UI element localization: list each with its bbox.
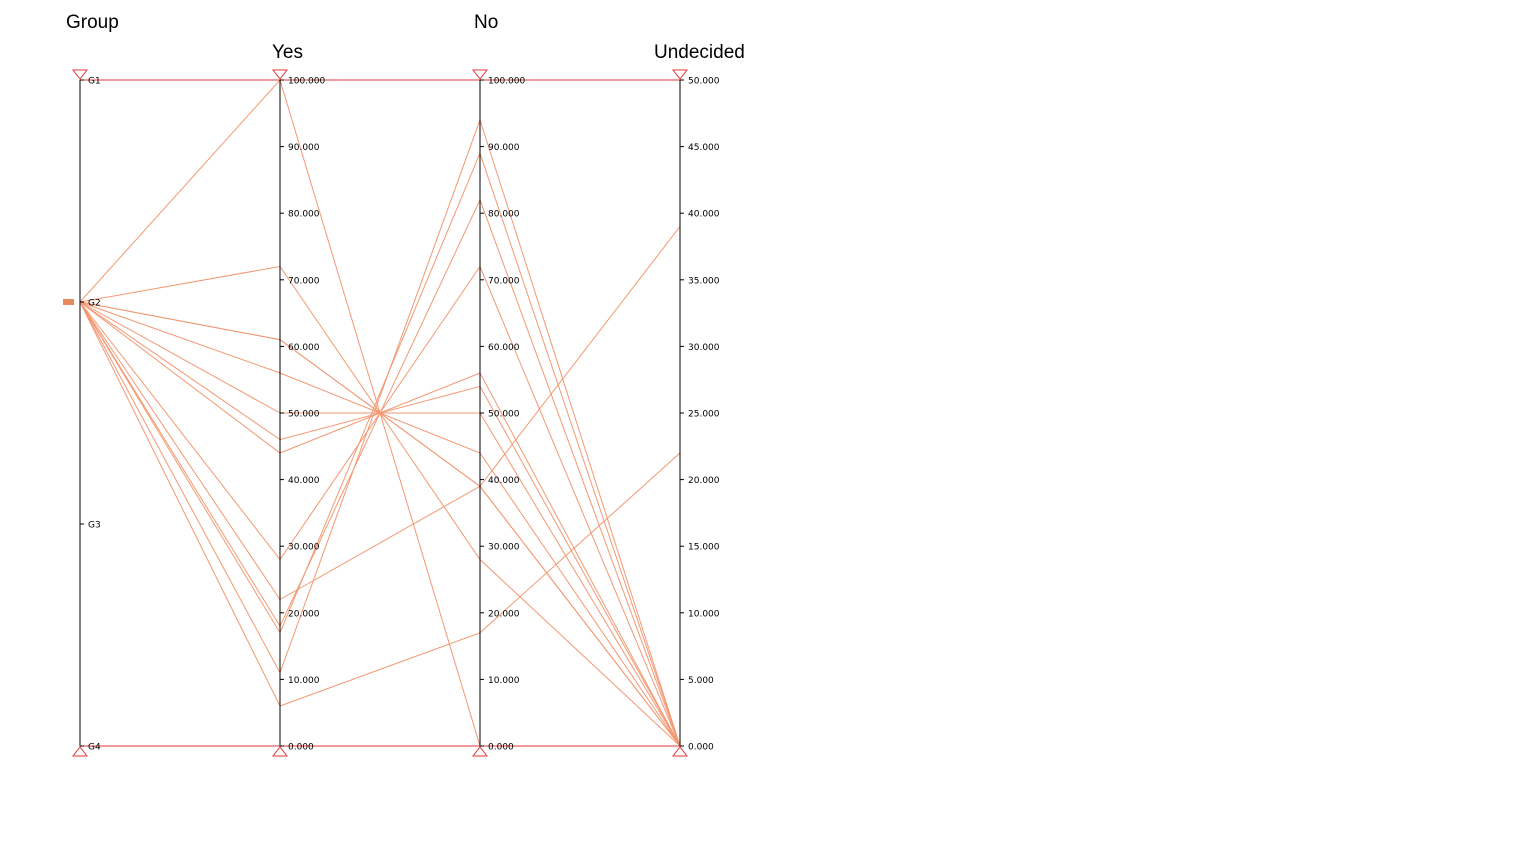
no-tick-label: 20.000 (488, 609, 520, 619)
group-tick-label: G4 (88, 743, 101, 753)
data-line-11 (79, 198, 681, 747)
yes-tick-label: 10.000 (288, 676, 320, 686)
undecided-tick-label: 0.000 (688, 743, 714, 753)
no-tick-label: 30.000 (488, 543, 520, 553)
data-line-10 (79, 226, 681, 601)
polylines-layer (79, 79, 681, 747)
group-tick-label: G3 (88, 521, 101, 531)
undecided-lower-filter-handle-icon[interactable] (671, 746, 689, 757)
no-tick-label: 10.000 (488, 676, 520, 686)
group-tick-label: G1 (88, 77, 101, 87)
data-line-3 (79, 301, 681, 747)
no-tick-label: 100.000 (488, 77, 525, 87)
no-tick-label: 40.000 (488, 476, 520, 486)
undecided-axis-title: Undecided (654, 42, 745, 63)
undecided-tick-label: 50.000 (688, 77, 720, 87)
yes-tick-label: 0.000 (288, 743, 314, 753)
data-line-12 (79, 151, 681, 747)
group-tick-label: G2 (88, 299, 101, 309)
undecided-tick-label: 15.000 (688, 543, 720, 553)
data-line-9 (79, 265, 681, 747)
undecided-tick-label: 10.000 (688, 609, 720, 619)
undecided-upper-filter-handle-icon[interactable] (671, 69, 689, 80)
no-tick-label: 50.000 (488, 410, 520, 420)
undecided-tick-label: 40.000 (688, 210, 720, 220)
data-line-2 (79, 265, 681, 747)
data-line-14 (79, 301, 681, 707)
no-tick-label: 60.000 (488, 343, 520, 353)
yes-tick-label: 100.000 (288, 77, 325, 87)
undecided-tick-label: 5.000 (688, 676, 714, 686)
data-line-4 (79, 301, 681, 747)
no-upper-filter-handle-icon[interactable] (471, 69, 489, 80)
undecided-tick-label: 35.000 (688, 276, 720, 286)
undecided-tick-label: 25.000 (688, 410, 720, 420)
group-lower-filter-handle-icon[interactable] (71, 746, 89, 757)
group-axis-title: Group (66, 12, 119, 33)
data-line-13 (79, 118, 681, 747)
no-tick-label: 80.000 (488, 210, 520, 220)
yes-axis-title: Yes (272, 42, 303, 63)
no-tick-label: 90.000 (488, 143, 520, 153)
yes-tick-label: 50.000 (288, 410, 320, 420)
group-upper-filter-handle-icon[interactable] (71, 69, 89, 80)
yes-upper-filter-handle-icon[interactable] (271, 69, 289, 80)
yes-tick-label: 30.000 (288, 543, 320, 553)
yes-tick-label: 20.000 (288, 609, 320, 619)
data-line-5 (79, 301, 681, 747)
data-line-8 (79, 301, 681, 747)
undecided-tick-label: 20.000 (688, 476, 720, 486)
axes-layer: Group G1 G2 G3 G4 Yes 0.000 10.000 20.000 30.000 4… (63, 12, 745, 757)
undecided-tick-label: 30.000 (688, 343, 720, 353)
no-lower-filter-handle-icon[interactable] (471, 746, 489, 757)
group-selection-marker[interactable] (63, 299, 74, 305)
yes-tick-label: 60.000 (288, 343, 320, 353)
no-axis-title: No (474, 12, 498, 33)
data-line-6 (79, 301, 681, 747)
yes-tick-label: 70.000 (288, 276, 320, 286)
yes-tick-label: 40.000 (288, 476, 320, 486)
no-tick-label: 0.000 (488, 743, 514, 753)
undecided-tick-label: 45.000 (688, 143, 720, 153)
data-line-7 (79, 301, 681, 747)
yes-lower-filter-handle-icon[interactable] (271, 746, 289, 757)
yes-tick-label: 80.000 (288, 210, 320, 220)
yes-tick-label: 90.000 (288, 143, 320, 153)
no-tick-label: 70.000 (488, 276, 520, 286)
